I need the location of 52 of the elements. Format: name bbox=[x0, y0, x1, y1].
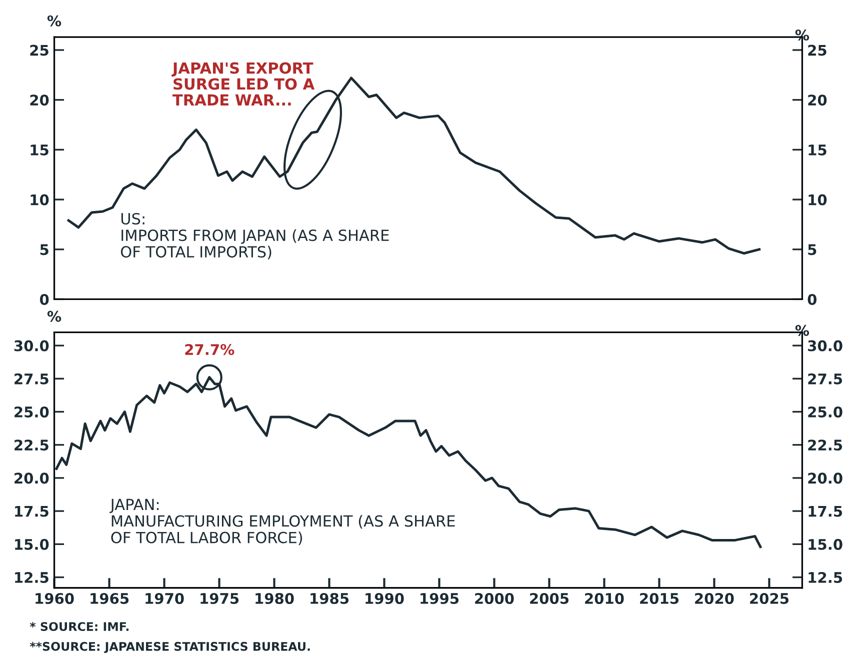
y2-tick-label: 27.5 bbox=[808, 373, 842, 384]
y-tick-label: 30.0 bbox=[14, 340, 49, 352]
y2-tick-label: 25.0 bbox=[808, 406, 842, 418]
annotation: JAPAN: MANUFACTURING EMPLOYMENT (AS A SHARE OF TOTAL LABOR FORCE) bbox=[110, 498, 455, 546]
y-tick-label: 15 bbox=[30, 144, 48, 156]
annotation: US: IMPORTS FROM JAPAN (AS A SHARE OF TOTAL IMPORTS) bbox=[120, 212, 389, 260]
annotation: JAPAN'S EXPORT SURGE LED TO A TRADE WAR... bbox=[172, 62, 315, 106]
x-tick-label: 1970 bbox=[146, 592, 184, 604]
text: * SOURCE: IMF. bbox=[30, 622, 128, 631]
y2-tick-label: 17.5 bbox=[808, 506, 842, 517]
y2-tick-label: 22.5 bbox=[808, 440, 842, 451]
y2-tick-label: 15.0 bbox=[808, 538, 842, 550]
x-tick-label: 1990 bbox=[366, 592, 404, 604]
x-tick-label: 1975 bbox=[200, 592, 239, 604]
x-tick-label: 2020 bbox=[695, 592, 734, 604]
x-tick-label: 1960 bbox=[36, 592, 74, 604]
y2-tick-label: 10 bbox=[808, 194, 827, 206]
x-tick-label: 2010 bbox=[585, 592, 624, 604]
y-tick-label: 0 bbox=[40, 294, 49, 305]
y-tick-label: 12.5 bbox=[15, 572, 48, 584]
y2-axis-title: % bbox=[795, 324, 810, 336]
y2-tick-label: 5 bbox=[808, 244, 816, 256]
y-tick-label: 25 bbox=[30, 44, 48, 56]
y-tick-label: 10 bbox=[30, 194, 49, 206]
y-tick-label: 17.5 bbox=[15, 506, 48, 517]
y-tick-label: 20.0 bbox=[14, 472, 49, 484]
y-axis-title: % bbox=[47, 310, 62, 322]
x-tick-label: 1980 bbox=[256, 592, 294, 604]
y-tick-label: 25.0 bbox=[14, 406, 49, 418]
x-tick-label: 2015 bbox=[640, 592, 678, 604]
y2-tick-label: 12.5 bbox=[808, 572, 842, 584]
y-tick-label: 22.5 bbox=[14, 440, 48, 451]
x-tick-label: 2000 bbox=[475, 592, 514, 604]
y-tick-label: 27.5 bbox=[14, 373, 48, 384]
x-tick-label: 2005 bbox=[530, 592, 569, 604]
y2-tick-label: 25 bbox=[808, 44, 826, 56]
y-tick-label: 15.0 bbox=[15, 538, 49, 550]
y-axis-title: % bbox=[47, 15, 62, 26]
y-tick-label: 20 bbox=[30, 94, 49, 106]
x-tick-label: 1995 bbox=[420, 592, 459, 604]
annotation: 27.7% bbox=[185, 344, 234, 356]
x-tick-label: 1965 bbox=[90, 592, 129, 604]
y2-tick-label: 30.0 bbox=[808, 340, 842, 352]
y2-tick-label: 20.0 bbox=[808, 472, 842, 484]
y2-tick-label: 15 bbox=[808, 144, 826, 156]
y2-axis-title: % bbox=[795, 29, 810, 40]
text: **SOURCE: JAPANESE STATISTICS BUREAU. bbox=[30, 642, 310, 654]
y2-tick-label: 0 bbox=[808, 294, 817, 305]
x-tick-label: 1985 bbox=[310, 592, 349, 604]
y-tick-label: 5 bbox=[40, 244, 48, 256]
y2-tick-label: 20 bbox=[808, 94, 827, 106]
x-tick-label: 2025 bbox=[750, 592, 788, 604]
